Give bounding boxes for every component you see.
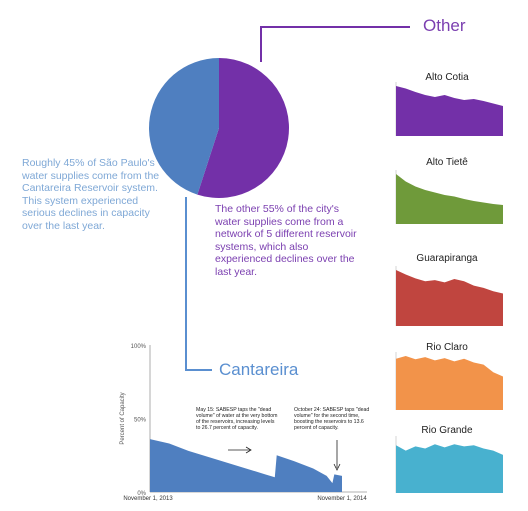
rio-grande-title: Rio Grande	[421, 425, 473, 436]
alto-tiete-title: Alto Tietê	[426, 157, 468, 168]
area-rio-claro	[396, 356, 503, 410]
area-guarapiranga	[396, 270, 503, 326]
pie-chart	[148, 58, 289, 199]
area-rio-grande	[396, 444, 503, 493]
cantareira-area	[150, 439, 342, 492]
cantareira-label: Cantareira	[219, 360, 299, 379]
y-tick-label: 0%	[137, 491, 146, 497]
guarapiranga-title: Guarapiranga	[416, 253, 478, 264]
area-alto-tiet-	[396, 174, 503, 224]
other-description: The other 55% of the city's water suppli…	[215, 203, 357, 278]
area-alto-cotia	[396, 86, 503, 136]
y-tick-label: 100%	[131, 344, 147, 350]
x-tick-label: November 1, 2014	[317, 496, 367, 502]
pie-slice-other	[197, 58, 289, 199]
reservoir-small-multiples	[395, 82, 503, 493]
annotation-arrowhead	[333, 463, 341, 471]
pie-slice-cantareira	[148, 58, 219, 195]
chart-annotation: May 15: SABESP taps the "dead volume" of…	[196, 407, 277, 431]
rio-claro-title: Rio Claro	[426, 342, 468, 353]
cantareira-connector-line	[185, 197, 212, 371]
cantareira-description: Roughly 45% of São Paulo's water supplie…	[22, 157, 160, 232]
other-connector-line	[260, 26, 410, 62]
cantareira-area-chart: 100% 50% 0% Percent of Capacity November 1, …	[120, 344, 369, 502]
chart-annotation: October 24: SABESP taps "dead volume" fo…	[294, 407, 369, 431]
y-tick-label: 50%	[134, 418, 147, 424]
other-label: Other	[423, 16, 466, 35]
x-tick-label: November 1, 2013	[123, 496, 173, 502]
y-axis-label: Percent of Capacity	[120, 392, 126, 444]
alto-cotia-title: Alto Cotia	[425, 72, 469, 83]
annotation-arrowhead	[245, 446, 252, 454]
